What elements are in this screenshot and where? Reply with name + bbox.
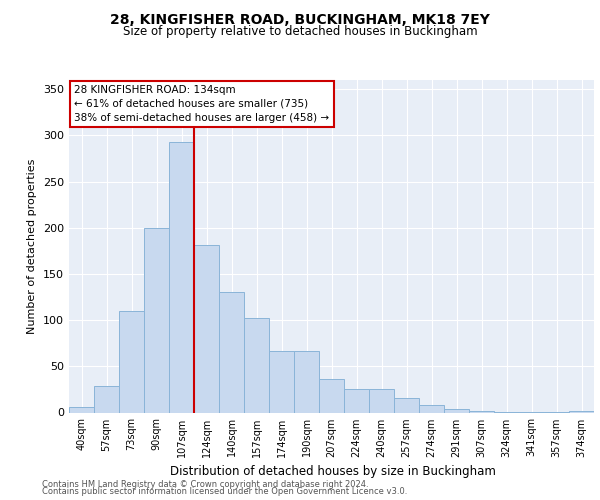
Bar [444, 409, 469, 412]
Bar [419, 405, 444, 412]
Text: Contains HM Land Registry data © Crown copyright and database right 2024.: Contains HM Land Registry data © Crown c… [42, 480, 368, 489]
Bar [469, 410, 494, 412]
Bar [119, 311, 144, 412]
Bar [369, 390, 394, 412]
Text: Contains public sector information licensed under the Open Government Licence v3: Contains public sector information licen… [42, 488, 407, 496]
Bar [319, 379, 344, 412]
Text: Distribution of detached houses by size in Buckingham: Distribution of detached houses by size … [170, 464, 496, 477]
Bar [244, 318, 269, 412]
Y-axis label: Number of detached properties: Number of detached properties [28, 158, 37, 334]
Bar [69, 407, 94, 412]
Text: Size of property relative to detached houses in Buckingham: Size of property relative to detached ho… [122, 25, 478, 38]
Bar [169, 142, 194, 412]
Text: 28, KINGFISHER ROAD, BUCKINGHAM, MK18 7EY: 28, KINGFISHER ROAD, BUCKINGHAM, MK18 7E… [110, 12, 490, 26]
Bar [344, 390, 369, 412]
Bar [194, 246, 219, 412]
Text: 28 KINGFISHER ROAD: 134sqm
← 61% of detached houses are smaller (735)
38% of sem: 28 KINGFISHER ROAD: 134sqm ← 61% of deta… [74, 85, 329, 123]
Bar [294, 350, 319, 412]
Bar [569, 410, 594, 412]
Bar [394, 398, 419, 412]
Bar [219, 292, 244, 412]
Bar [94, 386, 119, 412]
Bar [144, 228, 169, 412]
Bar [269, 350, 294, 412]
